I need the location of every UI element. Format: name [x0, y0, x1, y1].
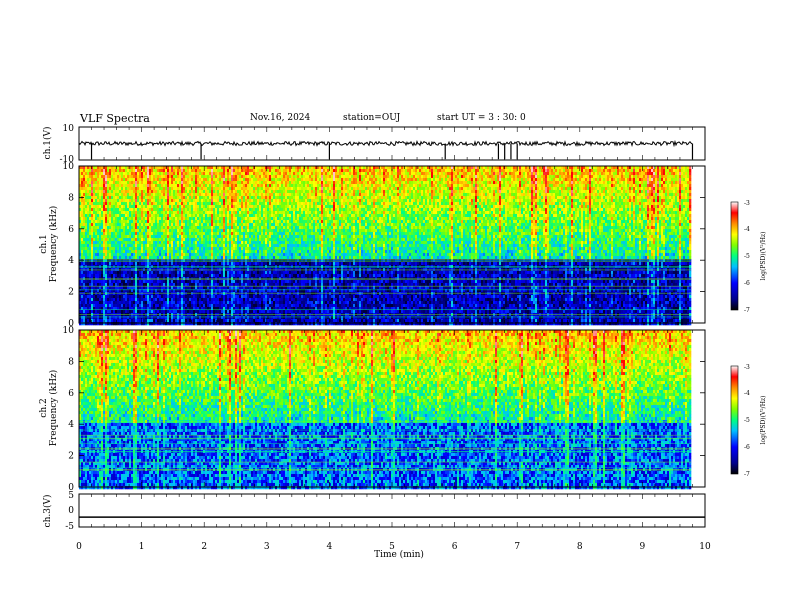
freq-tick-label: 2	[68, 452, 74, 462]
cb2-tick-7: -7	[744, 471, 750, 478]
x-axis-label: Time (min)	[374, 549, 424, 560]
x-tick-label: 7	[514, 542, 520, 552]
ch3-ytick-middle: 0	[68, 506, 74, 516]
x-tick-label: 6	[452, 542, 458, 552]
freq-tick-label: 8	[68, 357, 74, 367]
ch1-ytick-top: 10	[63, 124, 75, 134]
x-tick-label: 8	[577, 542, 583, 552]
ch3-ylabel: ch.3(V)	[42, 495, 53, 528]
cb1-tick-6: -6	[744, 280, 750, 287]
cb1-tick-4: -4	[744, 226, 750, 233]
freq-tick-label: 4	[68, 256, 74, 266]
ch2-ylabel-channel: ch.2	[39, 398, 49, 417]
cb2-label: log(PSD)(V²/Hz)	[760, 396, 767, 445]
cb2-tick-6: -6	[744, 444, 750, 451]
freq-tick-label: 8	[68, 193, 74, 203]
ch1-ylabel-frequency: Frequency (kHz)	[48, 206, 59, 283]
x-tick-label: 2	[201, 542, 207, 552]
cb1-tick-7: -7	[744, 307, 750, 314]
freq-tick-label: 10	[63, 162, 75, 172]
freq-tick-label: 10	[63, 326, 75, 336]
ch3-ytick-bottom: -5	[65, 522, 74, 532]
ch3-waveform-panel: 5 0 -5 ch.3(V)	[42, 491, 705, 532]
x-tick-label: 3	[264, 542, 270, 552]
freq-tick-label: 6	[68, 225, 74, 235]
ch1-colorbar	[731, 202, 738, 310]
ch1-ylabel: ch.1(V)	[42, 127, 53, 160]
freq-tick-label: 2	[68, 288, 74, 298]
ch3-ytick-top: 5	[68, 491, 74, 501]
cb2-tick-4: -4	[744, 390, 750, 397]
ch1-ylabel-channel: ch.1	[39, 234, 49, 253]
cb2-tick-5: -5	[744, 417, 750, 424]
x-tick-label: 1	[139, 542, 145, 552]
cb2-tick-3: -3	[744, 364, 750, 371]
cb1-tick-3: -3	[744, 200, 750, 207]
x-tick-label: 4	[327, 542, 333, 552]
x-tick-label: 10	[699, 542, 711, 552]
cb1-label: log(PSD)(V²/Hz)	[760, 232, 767, 281]
ch1-spectrogram-image	[79, 166, 705, 325]
freq-tick-label: 4	[68, 420, 74, 430]
ch2-ylabel-frequency: Frequency (kHz)	[48, 370, 59, 447]
x-tick-label: 9	[640, 542, 646, 552]
cb1-tick-5: -5	[744, 253, 750, 260]
ch1-waveform-panel: 10 -10 ch.1(V)	[42, 124, 705, 165]
freq-tick-label: 6	[68, 389, 74, 399]
ch2-colorbar	[731, 366, 738, 474]
x-tick-label: 0	[76, 542, 82, 552]
ch2-spectrogram-image	[79, 330, 705, 489]
